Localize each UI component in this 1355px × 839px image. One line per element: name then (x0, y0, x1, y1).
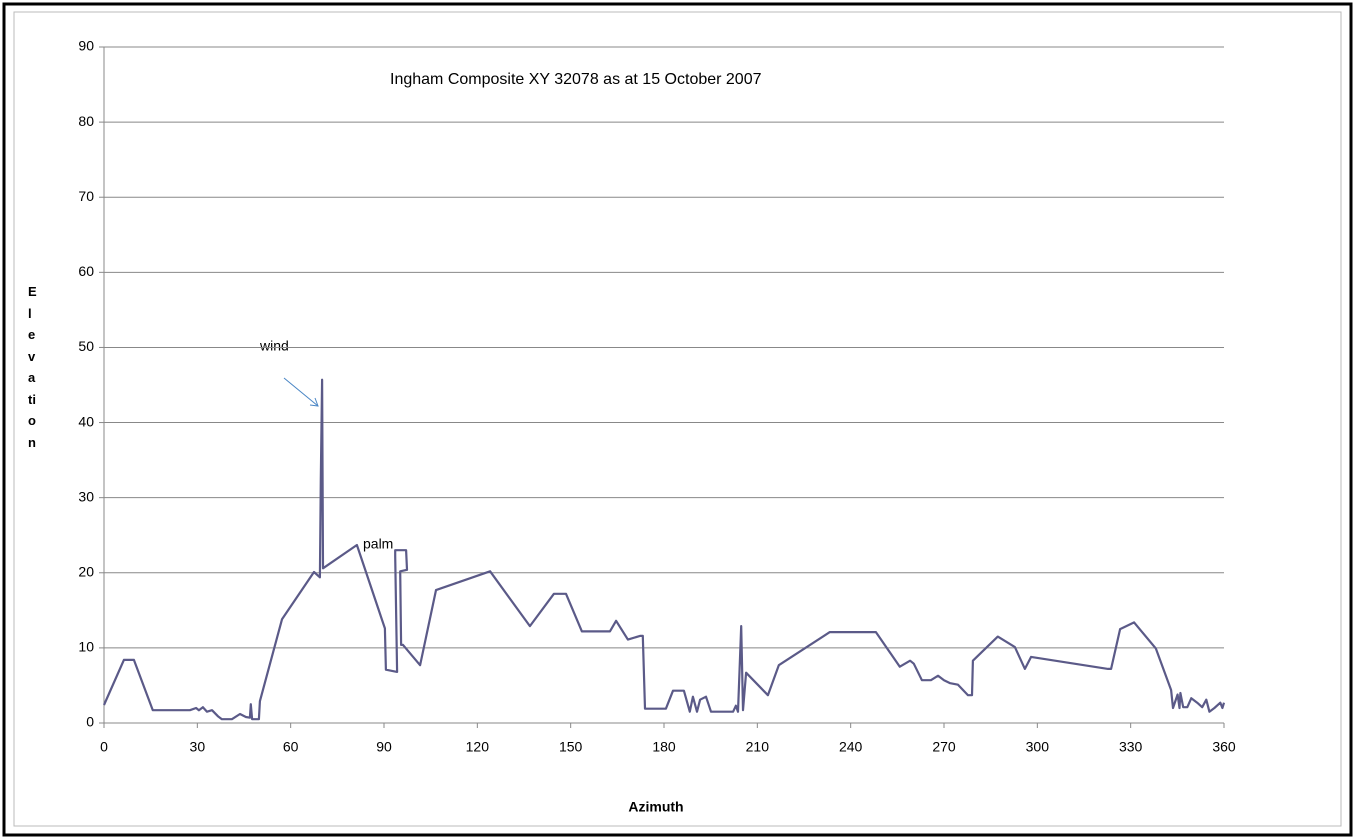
chart-border (13, 11, 1342, 827)
x-tick-label: 300 (1026, 739, 1050, 755)
y-tick-label: 80 (78, 113, 94, 129)
x-axis-title: Azimuth (628, 799, 683, 815)
x-tick-label: 210 (746, 739, 770, 755)
y-tick-label: 70 (78, 188, 94, 204)
annotation: wind (259, 338, 289, 354)
x-tick-label: 120 (466, 739, 490, 755)
y-tick-label: 30 (78, 488, 94, 504)
x-tick-label: 150 (559, 739, 583, 755)
x-tick-label: 330 (1119, 739, 1143, 755)
y-tick-label: 90 (78, 38, 94, 54)
x-tick-label: 30 (190, 739, 206, 755)
y-tick-label: 20 (78, 563, 94, 579)
x-tick-label: 180 (652, 739, 676, 755)
y-tick-label: 10 (78, 639, 94, 655)
y-tick-label: 0 (86, 714, 94, 730)
y-tick-label: 50 (78, 338, 94, 354)
arrow-head (309, 397, 319, 407)
x-tick-label: 360 (1212, 739, 1236, 755)
annotation: palm (363, 536, 393, 552)
data-line (102, 378, 1226, 721)
chart-title: Ingham Composite XY 32078 as at 15 Octob… (390, 71, 762, 88)
x-tick-label: 240 (839, 739, 863, 755)
x-tick-label: 90 (376, 739, 392, 755)
y-axis-title: Elevation (28, 284, 37, 450)
x-tick-label: 0 (100, 739, 108, 755)
y-tick-label: 40 (78, 413, 94, 429)
y-tick-label: 60 (78, 263, 94, 279)
x-tick-label: 270 (932, 739, 956, 755)
annotation-arrow (283, 377, 319, 407)
x-tick-label: 60 (283, 739, 299, 755)
